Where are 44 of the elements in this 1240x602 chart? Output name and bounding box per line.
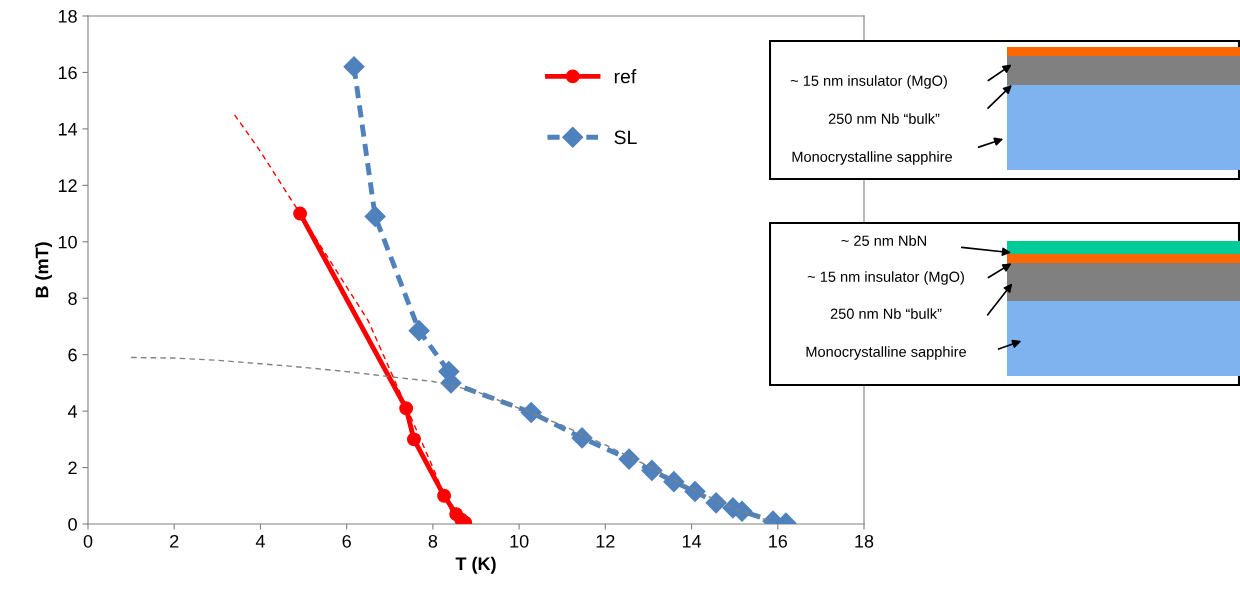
legend-label: ref — [614, 69, 637, 84]
point — [663, 471, 685, 493]
x-tick-label: 4 — [255, 535, 265, 548]
y-tick-label: 8 — [68, 292, 77, 305]
point — [437, 488, 452, 503]
y-tick-label: 4 — [67, 405, 78, 418]
y-tick-label: 0 — [68, 517, 77, 531]
annotation: ~ 25 nm NbN — [841, 235, 926, 246]
point — [399, 401, 414, 416]
annotation: Monocrystalline sapphire — [792, 151, 953, 165]
point — [343, 56, 365, 78]
annotation: ~ 15 nm insulator (MgO) — [807, 271, 964, 285]
point — [408, 320, 430, 342]
point — [684, 481, 706, 503]
y-tick-label: 6 — [68, 348, 77, 362]
y-tick-label: 18 — [58, 9, 77, 23]
x-tick-label: 6 — [342, 534, 351, 548]
annotation: 250 nm Nb “bulk” — [830, 308, 942, 319]
x-tick-label: 0 — [83, 534, 93, 548]
y-tick-label: 16 — [58, 66, 77, 80]
annotation: 250 nm Nb “bulk” — [828, 113, 940, 124]
annotation: Monocrystalline sapphire — [806, 346, 967, 360]
x-tick-label: 14 — [682, 535, 702, 548]
x-tick-label: 8 — [428, 534, 438, 548]
annotation: ~ 15 nm insulator (MgO) — [790, 75, 947, 89]
x-tick-label: 18 — [855, 534, 874, 548]
point — [641, 459, 663, 481]
y-tick-label: 10 — [58, 235, 77, 249]
y-tick-label: 2 — [68, 461, 77, 475]
point — [520, 402, 542, 424]
point — [364, 205, 386, 227]
x-tick-label: 2 — [170, 534, 179, 548]
y-axis-title: B (mT) — [35, 242, 52, 298]
legend-label: SL — [614, 130, 637, 145]
x-tick-label: 10 — [510, 534, 529, 548]
point — [618, 448, 640, 470]
point — [406, 432, 421, 447]
point — [705, 492, 727, 514]
x-tick-label: 16 — [769, 534, 788, 548]
x-tick-label: 12 — [596, 534, 615, 548]
y-tick-label: 14 — [58, 123, 78, 136]
point — [293, 206, 308, 221]
y-tick-label: 12 — [58, 179, 77, 192]
x-axis-title: T (K) — [455, 556, 496, 574]
